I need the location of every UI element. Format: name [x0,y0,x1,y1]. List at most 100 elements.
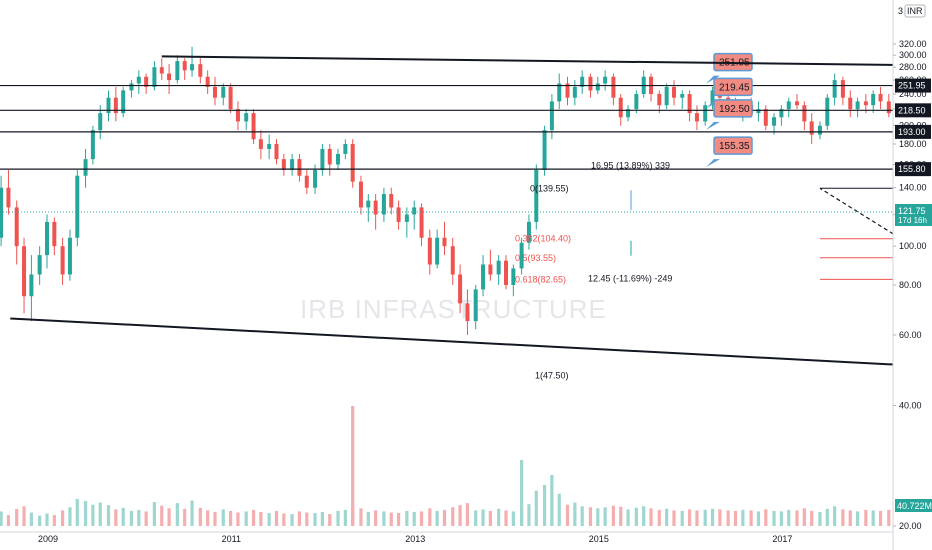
candle-body [274,144,279,160]
volume-bar [665,508,669,526]
callout-text: 192.50 [719,104,750,115]
volume-bar [45,513,49,526]
candle-body [626,109,631,118]
volume-bar [672,510,676,526]
candle-body [113,97,118,114]
candle-body [526,221,531,243]
candle-body [657,94,662,106]
volume-tag-text: 40.722M [897,501,932,511]
candle-body [694,113,699,122]
volume-bar [114,509,118,526]
candle-body [297,159,302,176]
candle-body [290,159,295,171]
candle-body [496,260,501,275]
volume-bar [887,509,891,526]
volume-bar [29,512,33,526]
x-tick-label: 2013 [405,534,425,544]
candle-body [611,76,616,98]
volume-bar [733,510,738,526]
y-tick-label: 320.00 [899,39,927,49]
level-price-text: 218.50 [898,105,926,115]
candle-body [680,94,685,98]
volume-bar [297,511,302,526]
level-price-text: 251.95 [898,81,926,91]
volume-bar [520,460,524,526]
volume-bar [818,511,822,526]
candle-body [557,83,562,102]
candle-body [396,207,401,222]
symbol-watermark: IRB INFRASTRUCTURE [300,294,607,324]
y-tick-label: 300.00 [899,50,927,60]
y-tick-label: 80.00 [899,280,922,290]
candle-body [313,170,318,188]
candle-body [90,130,95,160]
candle-body [848,97,853,110]
candle-body [98,113,103,131]
volume-bar [221,509,225,526]
candle-body [244,113,249,122]
volume-bar [389,512,393,526]
candle-body [786,101,791,110]
candle-body [221,86,226,98]
volume-bar [236,512,240,526]
candle-body [565,83,570,98]
volume-bar [680,510,684,526]
x-tick-label: 2017 [772,534,792,544]
candle-body [572,86,577,98]
volume-bar [542,484,547,526]
volume-bar [657,509,661,526]
candle-body [534,170,539,222]
volume-bar [244,511,248,526]
volume-bar [787,509,791,526]
volume-bar [596,508,600,526]
candle-body [190,64,195,71]
volume-bar [52,515,56,526]
volume-bar [527,504,531,526]
volume-bar [91,504,95,526]
volume-bar [726,510,730,526]
price-axis[interactable]: 20.0040.0060.0080.00100.00120.00140.0016… [892,0,932,550]
volume-bar [336,510,340,526]
fib-label: 1(47.50) [535,371,569,381]
volume-bar [38,515,42,526]
candle-body [198,64,203,77]
candle-body [152,67,157,87]
y-tick-label: 280.00 [899,62,927,72]
candle-body [458,274,463,304]
volume-bar [6,515,11,526]
fib-label: 0.5(93.55) [515,253,556,263]
candle-body [832,80,837,98]
volume-bar [718,509,722,526]
volume-bar [206,510,210,526]
volume-bar [229,510,233,526]
candle-body [618,97,623,118]
level-price-tag [895,124,931,139]
volume-bar [83,501,88,526]
volume-bar [405,510,409,526]
volume-bar [351,406,355,526]
drawings[interactable]: 251.95 219.45 192.50 155.35 16.95 (13.89%) 3… [0,52,932,397]
volume-bar [611,505,616,526]
volume-bar [481,509,485,526]
candle-body [634,94,639,110]
level-price-text: 155.80 [898,164,926,174]
last-price-tag [895,203,932,226]
candle-body [144,76,149,87]
candle-body [366,200,371,208]
candle-body [412,207,417,215]
volume-bar [465,503,470,526]
candle-body [212,86,217,98]
candle-body [52,221,57,247]
candle-body [60,246,65,275]
candle-body [106,97,111,114]
candle-body [336,153,341,165]
callout-box [713,99,753,118]
stop-text: 12.45 (-11.69%) -249 [588,273,672,283]
candle-body [671,86,676,98]
time-axis[interactable]: 2009201120132015201720192021202320252027 [0,531,932,544]
candle-body [435,237,440,265]
volume-bar [825,508,829,526]
volume-bar [282,513,286,526]
volume-bar [749,510,753,526]
